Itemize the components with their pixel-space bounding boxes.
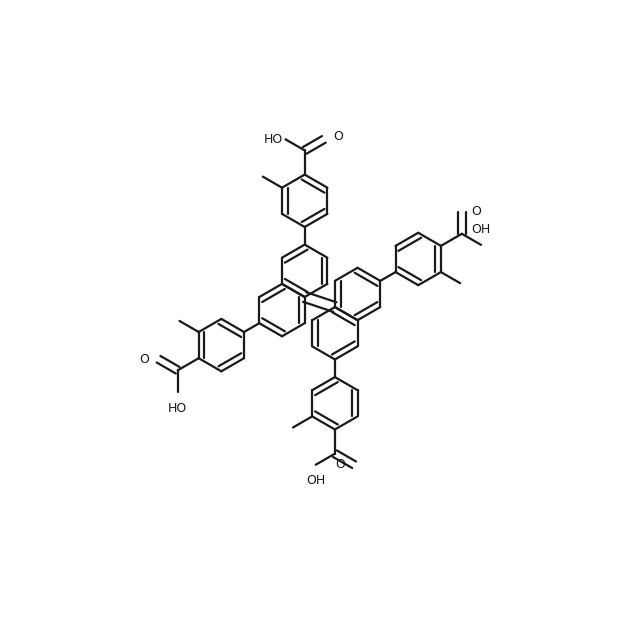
Text: O: O: [333, 130, 343, 144]
Text: OH: OH: [472, 223, 490, 236]
Text: OH: OH: [306, 474, 325, 487]
Text: O: O: [335, 458, 345, 471]
Text: HO: HO: [168, 401, 187, 415]
Text: HO: HO: [264, 133, 283, 146]
Text: O: O: [140, 353, 150, 366]
Text: O: O: [471, 205, 481, 218]
